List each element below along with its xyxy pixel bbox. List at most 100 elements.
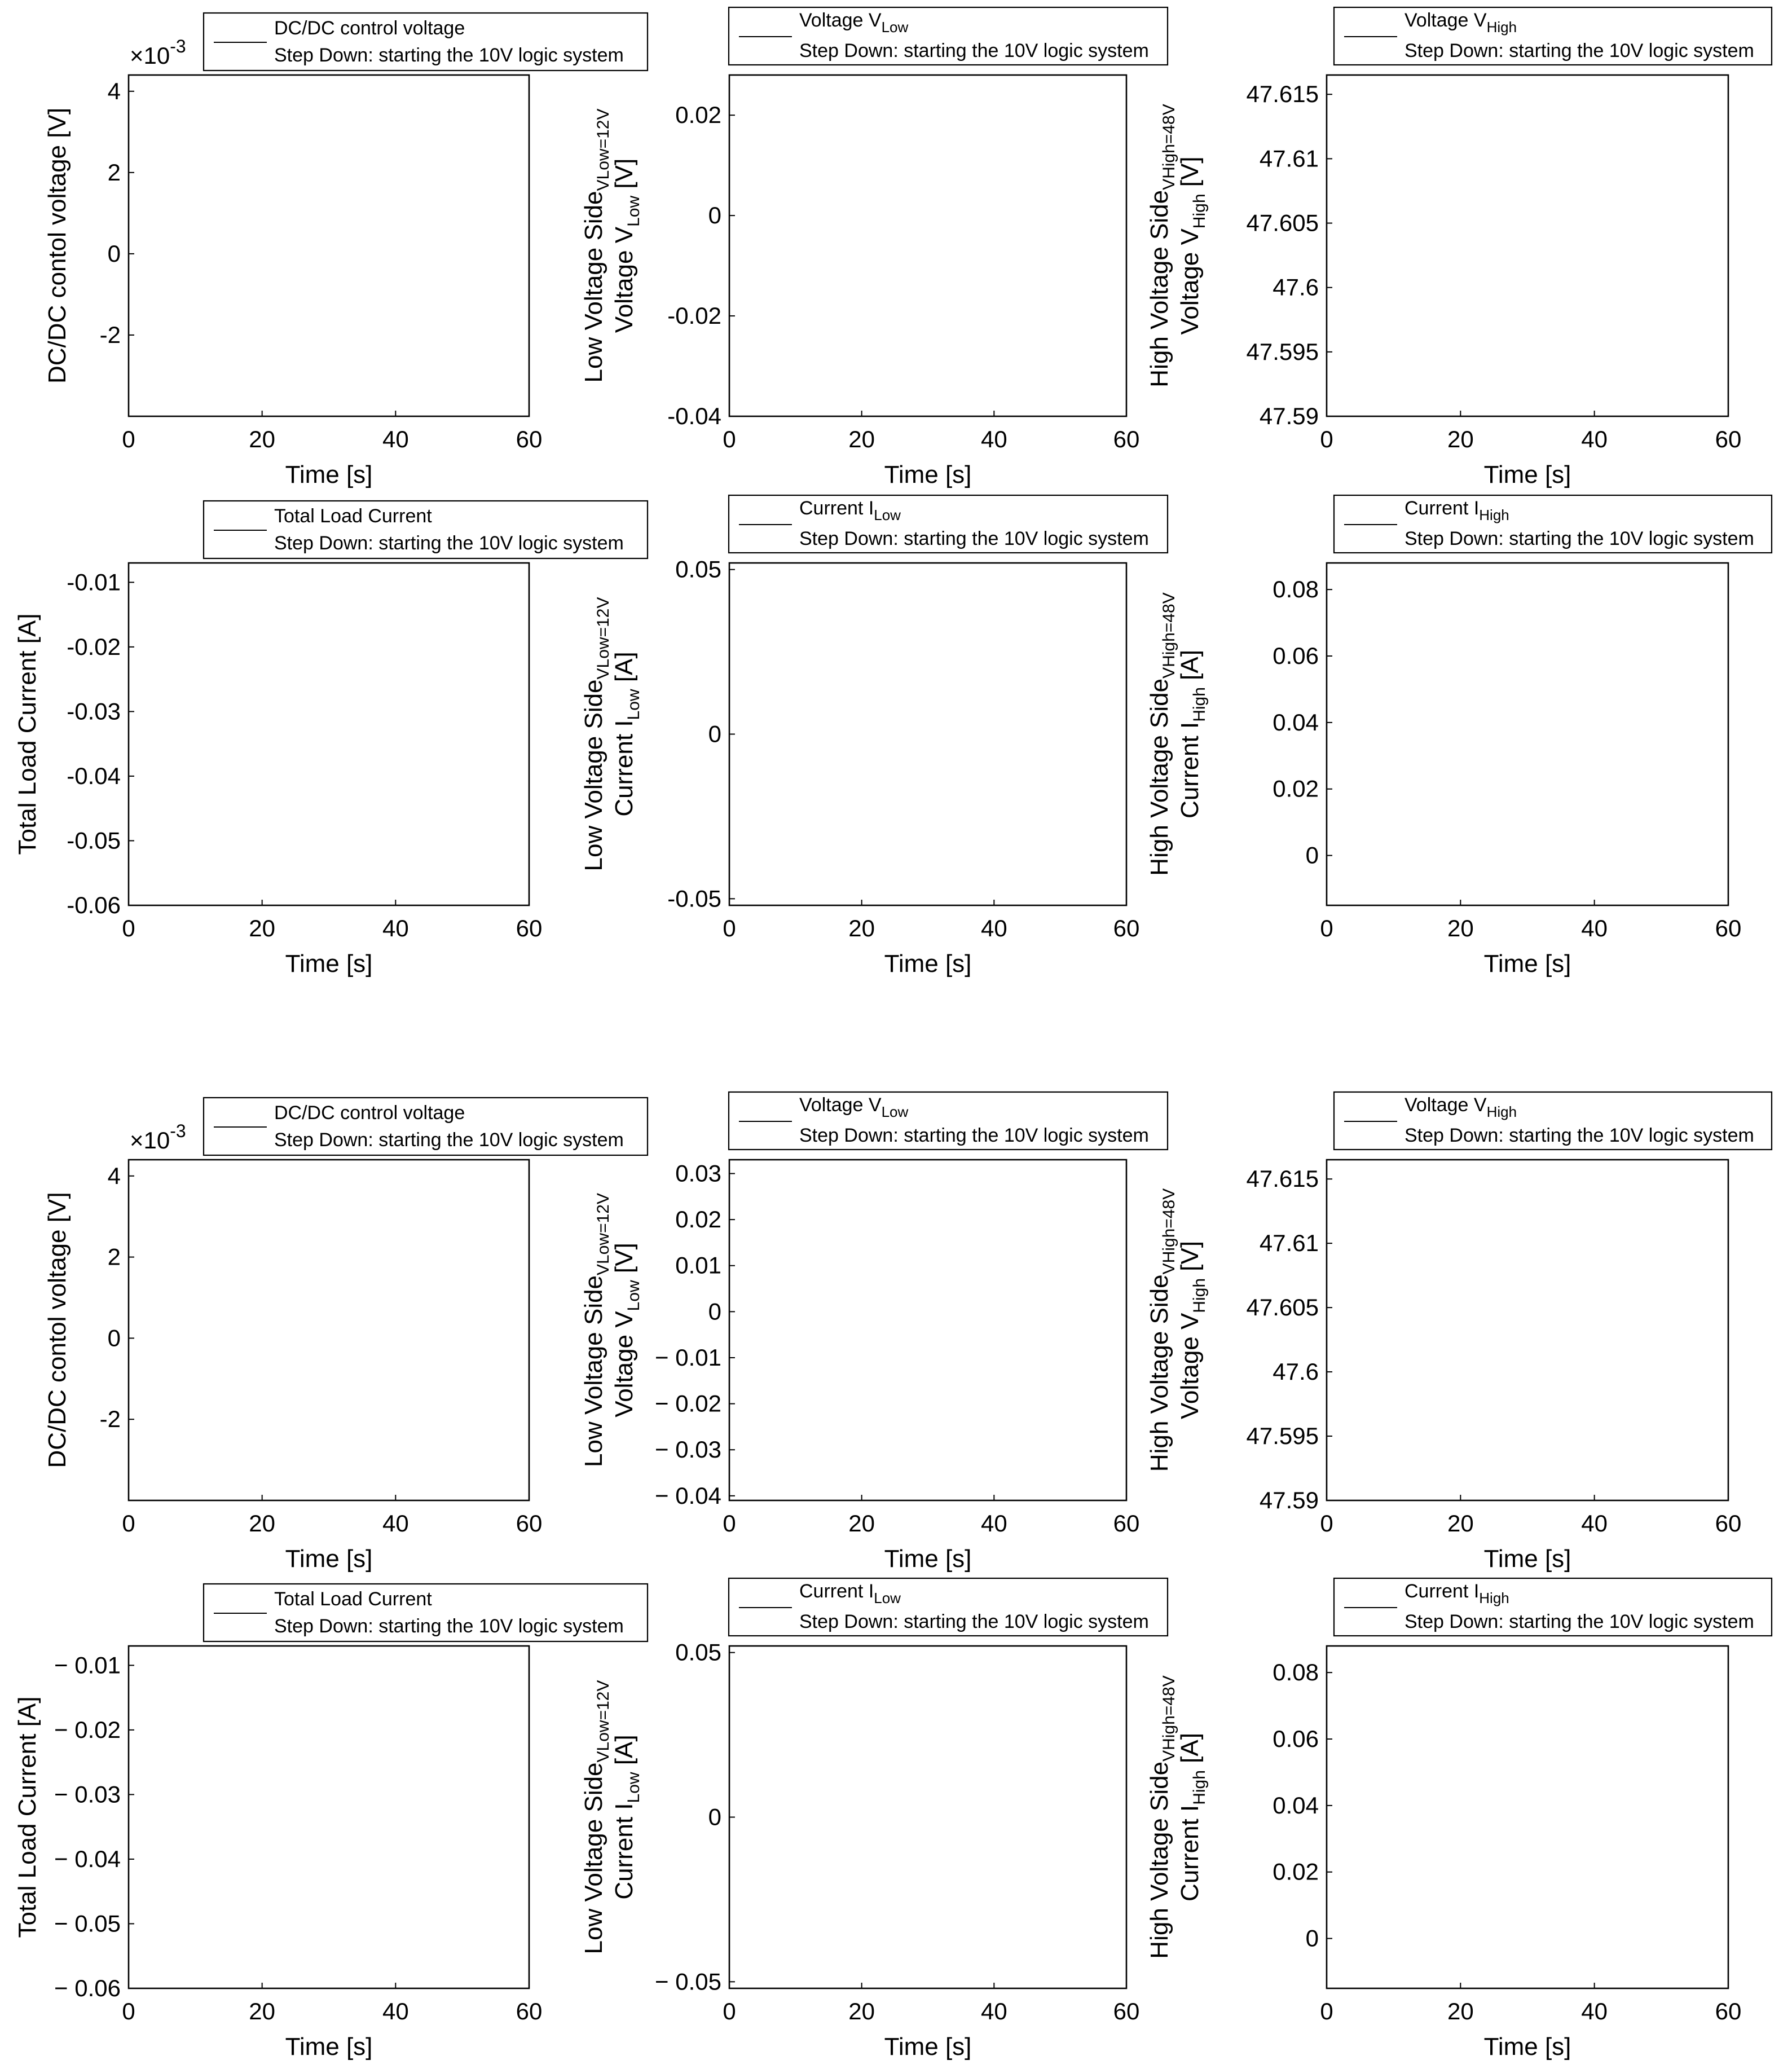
y-tick-label: 0 [708, 721, 721, 747]
legend-entry-signal: Voltage VLow [799, 1094, 908, 1120]
x-axis-label: Time [s] [884, 461, 972, 488]
y-axis-label-quantity: Current ILow [A] [610, 651, 643, 816]
y-axis-label-side-sub: VHigh=48V [1160, 1188, 1178, 1275]
legend-entry-signal-sub: High [1479, 507, 1509, 523]
x-axis-label: Time [s] [1484, 461, 1571, 488]
legend-entry-signal-main: Current I [1404, 1581, 1479, 1602]
y-tick-label: 2 [108, 1244, 121, 1270]
y-axis-label-quantity-unit: [V] [610, 159, 638, 196]
y-tick-label: − 0.05 [655, 1968, 721, 1995]
y-tick-label: -2 [100, 1406, 121, 1432]
legend-entry-signal: Voltage VHigh [1404, 10, 1517, 36]
y-tick-label: 0.06 [1273, 1725, 1319, 1752]
y-axis-label-quantity-unit: [V] [610, 1243, 638, 1280]
y-axis-label-side-sub: VHigh=48V [1160, 592, 1178, 679]
legend-entry-signal-sub: Low [882, 19, 909, 36]
plot-frame [1326, 562, 1729, 906]
legend-box [1333, 1091, 1773, 1151]
y-tick-label: 47.59 [1260, 1487, 1319, 1513]
legend-entry-signal: Current IHigh [1404, 1581, 1509, 1606]
legend-entry-signal-main: Current I [1404, 498, 1479, 519]
x-tick-label: 20 [1447, 1998, 1474, 2024]
y-axis-label-quantity-main: Current I [610, 1803, 638, 1899]
legend-box [1333, 6, 1773, 66]
y-axis-label-quantity-unit: [V] [1176, 156, 1204, 193]
x-tick-label: 0 [723, 1998, 736, 2024]
legend: Current IHigh Step Down: starting the 10V… [1333, 494, 1773, 554]
plot-frame [728, 562, 1128, 906]
legend: Voltage VLow Step Down: starting the 10V … [728, 6, 1169, 66]
x-tick-label: 20 [848, 1510, 875, 1537]
legend-entry-signal: Voltage VHigh [1404, 1094, 1517, 1120]
x-tick-label: 40 [382, 1510, 409, 1537]
x-tick-label: 40 [382, 1998, 409, 2024]
y-axis-label-quantity-main: Voltage V [1176, 1313, 1204, 1419]
x-axis-label: Time [s] [285, 2033, 373, 2061]
legend: DC/DC control voltage Step Down: starting… [202, 1097, 649, 1156]
y-axis-label-quantity: Current IHigh [A] [1176, 1733, 1209, 1901]
y-axis-label-quantity-sub: Low [624, 195, 643, 226]
y-tick-label: 47.605 [1247, 1294, 1319, 1320]
legend-entry-event: Step Down: starting the 10V logic system [799, 1611, 1149, 1632]
legend-box [202, 1097, 649, 1156]
subplot-12: 0 20 40 60 0.08 0.06 0.04 0.02 0 Time [s] High Vol… [1146, 1577, 1773, 2061]
plot-frame [127, 1645, 530, 1989]
legend-entry-signal: Voltage VLow [799, 10, 908, 36]
y-tick-label: 0 [708, 1804, 721, 1830]
legend-entry-signal-main: Current I [799, 498, 874, 519]
x-tick-label: 60 [1715, 426, 1742, 452]
legend-box [1333, 494, 1773, 554]
x-tick-label: 20 [848, 426, 875, 452]
y-axis-label-quantity-main: Voltage V [610, 1311, 638, 1418]
y-axis-label-quantity: Voltage VLow [V] [610, 159, 643, 333]
y-tick-label: 0.04 [1273, 709, 1319, 736]
y-tick-label: 0.02 [1273, 1859, 1319, 1885]
x-tick-label: 20 [249, 1998, 275, 2024]
x-tick-label: 0 [122, 426, 135, 452]
y-tick-label: − 0.04 [655, 1482, 721, 1509]
legend-box [728, 1577, 1169, 1637]
subplot-2: 0 20 40 60 0.02 0 -0.02 -0.04 Time [s] Low Voltag… [580, 6, 1169, 488]
x-axis-label: Time [s] [285, 950, 373, 978]
y-axis-label-side-main: Low Voltage Side [580, 679, 607, 871]
legend-entry-signal: Total Load Current [274, 505, 432, 527]
y-tick-label: 4 [108, 1163, 121, 1189]
legend-entry-signal-sub: Low [874, 1590, 901, 1606]
legend: Current ILow Step Down: starting the 10V … [728, 1577, 1169, 1637]
y-tick-label: 0.05 [675, 556, 721, 583]
legend-entry-event: Step Down: starting the 10V logic system [274, 532, 624, 554]
legend-entry-signal-sub: Low [882, 1103, 909, 1120]
y-tick-label: 0.08 [1273, 1659, 1319, 1685]
legend: Total Load Current Step Down: starting th… [202, 1583, 649, 1643]
y-tick-label: − 0.01 [655, 1344, 721, 1371]
y-axis-label-quantity-unit: [A] [1176, 1733, 1204, 1770]
x-tick-label: 40 [1581, 1510, 1608, 1537]
y-tick-label: − 0.05 [54, 1910, 121, 1936]
legend-entry-event: Step Down: starting the 10V logic system [1404, 40, 1754, 61]
subplot-4: 0 20 40 60 -0.01 -0.02 -0.03 -0.04 -0.05 -0.06 Tim… [14, 500, 649, 978]
y-exponent: ×10-3 [130, 36, 186, 69]
legend-entry-signal: DC/DC control voltage [274, 17, 465, 39]
legend-entry-event: Step Down: starting the 10V logic system [799, 528, 1149, 549]
x-tick-label: 40 [981, 915, 1007, 941]
legend-entry-signal: Current IHigh [1404, 498, 1509, 523]
y-axis-label-quantity: Current IHigh [A] [1176, 650, 1209, 818]
legend-entry-event: Step Down: starting the 10V logic system [1404, 1125, 1754, 1146]
x-tick-label: 0 [1320, 1998, 1333, 2024]
y-axis-label-side-sub: VLow=12V [594, 1193, 613, 1275]
y-axis-label-side: Low Voltage SideVLow=12V [580, 1680, 613, 1954]
y-tick-label: 0 [1306, 1925, 1319, 1952]
y-tick-label: − 0.06 [54, 1975, 121, 2001]
y-tick-label: 47.6 [1273, 1358, 1319, 1385]
y-axis-label-side: Low Voltage SideVLow=12V [580, 1193, 613, 1467]
x-tick-label: 20 [249, 1510, 275, 1537]
y-tick-label: 0.08 [1273, 576, 1319, 602]
subplot-8: 0 20 40 60 0.03 0.02 0.01 0 − 0.01 − 0.02 − 0.03 − … [580, 1091, 1169, 1573]
y-axis-label-quantity-unit: [V] [1176, 1241, 1204, 1278]
x-tick-label: 20 [249, 426, 275, 452]
y-tick-label: 47.59 [1260, 403, 1319, 429]
x-tick-label: 20 [848, 1998, 875, 2024]
y-axis-label-side-main: Low Voltage Side [580, 1762, 607, 1954]
